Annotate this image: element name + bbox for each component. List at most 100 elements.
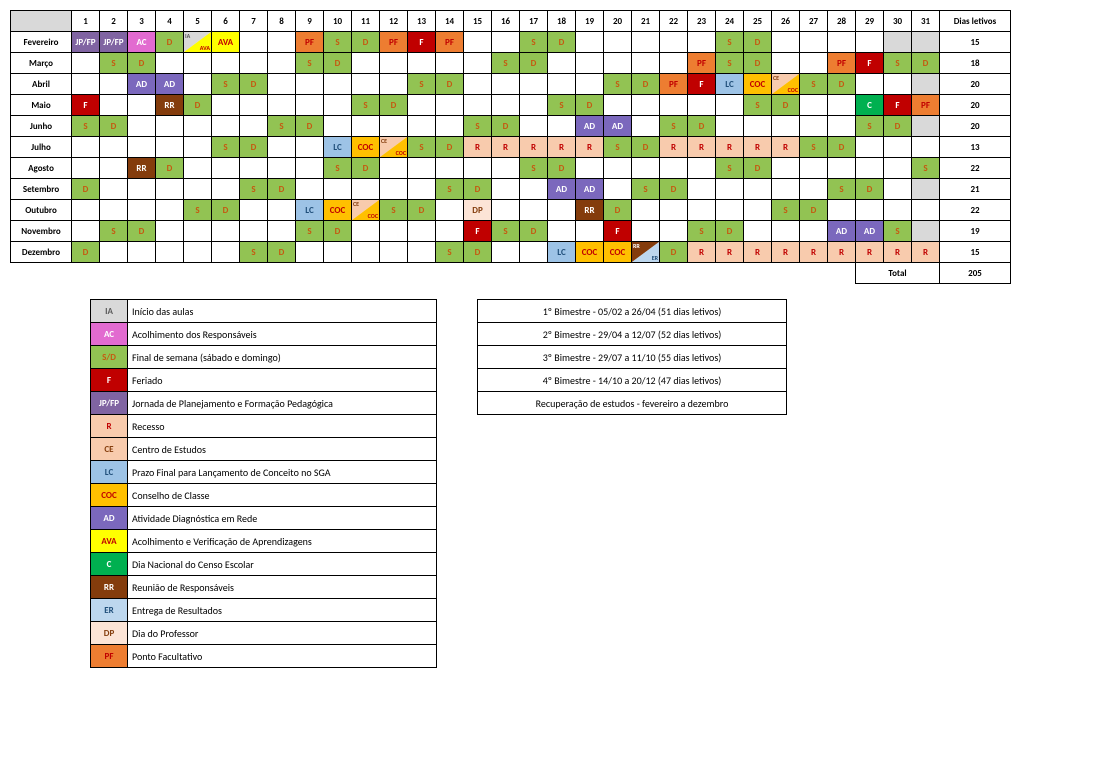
day-cell: [128, 200, 156, 221]
day-cell: [660, 32, 688, 53]
day-cell: [100, 179, 128, 200]
day-cell-d: D: [156, 32, 184, 53]
day-cell: [72, 53, 100, 74]
day-cell-d: D: [436, 137, 464, 158]
day-cell-split: CECOC: [352, 200, 380, 221]
day-cell: [576, 158, 604, 179]
day-cell: [744, 179, 772, 200]
day-cell-r: R: [464, 137, 492, 158]
day-cell-d: D: [604, 200, 632, 221]
day-cell-s: S: [772, 200, 800, 221]
day-cell-ac: AC: [128, 32, 156, 53]
day-cell: [268, 53, 296, 74]
day-cell: [604, 158, 632, 179]
day-cell: [296, 137, 324, 158]
day-cell: [296, 158, 324, 179]
day-cell-s: S: [604, 74, 632, 95]
day-cell-s: S: [100, 53, 128, 74]
day-cell-d: D: [296, 116, 324, 137]
day-cell-jp: JP/FP: [72, 32, 100, 53]
day-cell-s: S: [436, 242, 464, 263]
day-cell: [520, 200, 548, 221]
day-cell-d: D: [184, 95, 212, 116]
day-cell: [492, 95, 520, 116]
month-label: Agosto: [11, 158, 72, 179]
day-cell: [576, 221, 604, 242]
day-cell-d: D: [464, 179, 492, 200]
day-cell: [352, 179, 380, 200]
day-cell: [296, 74, 324, 95]
day-cell-pf: PF: [660, 74, 688, 95]
day-cell: [352, 242, 380, 263]
day-cell: [240, 32, 268, 53]
day-cell-f: F: [408, 32, 436, 53]
day-cell-lc: LC: [324, 137, 352, 158]
day-cell: [380, 158, 408, 179]
day-cell: [156, 221, 184, 242]
day-cell: [436, 116, 464, 137]
day-cell-s: S: [716, 158, 744, 179]
day-cell: [352, 116, 380, 137]
day-cell: [828, 158, 856, 179]
day-cell: [72, 158, 100, 179]
day-cell: [744, 200, 772, 221]
day-cell: [548, 74, 576, 95]
day-cell: [464, 32, 492, 53]
month-label: Fevereiro: [11, 32, 72, 53]
day-cell-pf: PF: [436, 32, 464, 53]
day-cell: [296, 242, 324, 263]
day-cell-s: S: [240, 242, 268, 263]
month-label: Novembro: [11, 221, 72, 242]
day-cell: [352, 53, 380, 74]
day-cell-s: S: [744, 95, 772, 116]
legend-swatch-lc: LC: [91, 461, 128, 484]
day-cell-d: D: [548, 32, 576, 53]
day-cell-f: F: [688, 74, 716, 95]
day-cell: [324, 74, 352, 95]
day-cell: [100, 137, 128, 158]
day-cell: [380, 242, 408, 263]
legend-label: Dia Nacional do Censo Escolar: [128, 553, 437, 576]
day-cell: [408, 242, 436, 263]
day-cell-s: S: [884, 221, 912, 242]
day-cell-s: S: [604, 137, 632, 158]
day-cell: [352, 221, 380, 242]
legend-label: Acolhimento e Verificação de Aprendizage…: [128, 530, 437, 553]
day-cell-s: S: [184, 200, 212, 221]
day-cell: [240, 221, 268, 242]
day-cell: [688, 32, 716, 53]
day-cell-pf: PF: [296, 32, 324, 53]
day-cell: [408, 221, 436, 242]
day-cell: [828, 95, 856, 116]
legend-table: IAInício das aulasACAcolhimento dos Resp…: [90, 299, 437, 668]
day-cell-s: S: [380, 200, 408, 221]
day-cell: [604, 32, 632, 53]
day-cell-s: S: [492, 53, 520, 74]
day-cell-ava: AVA: [212, 32, 240, 53]
day-cell-lc: LC: [296, 200, 324, 221]
day-cell: [772, 32, 800, 53]
day-cell-s: S: [520, 158, 548, 179]
day-cell: [772, 221, 800, 242]
day-cell: [184, 116, 212, 137]
day-cell: [436, 200, 464, 221]
day-cell-s: S: [408, 74, 436, 95]
month-label: Junho: [11, 116, 72, 137]
bimestres-table: 1º Bimestre - 05/02 a 26/04 (51 dias let…: [477, 299, 787, 415]
day-cell: [492, 200, 520, 221]
day-cell: [212, 221, 240, 242]
day-cell-r: R: [828, 242, 856, 263]
day-cell: [436, 95, 464, 116]
day-cell-s: S: [352, 95, 380, 116]
day-cell-d: D: [912, 53, 940, 74]
day-cell: [800, 116, 828, 137]
day-cell-d: D: [212, 200, 240, 221]
day-cell-s: S: [464, 116, 492, 137]
day-cell-d: D: [772, 95, 800, 116]
day-cell: [184, 137, 212, 158]
legend-label: Centro de Estudos: [128, 438, 437, 461]
day-cell-r: R: [744, 242, 772, 263]
day-cell-na: [912, 116, 940, 137]
legend-label: Ponto Facultativo: [128, 645, 437, 668]
day-cell-s: S: [800, 137, 828, 158]
